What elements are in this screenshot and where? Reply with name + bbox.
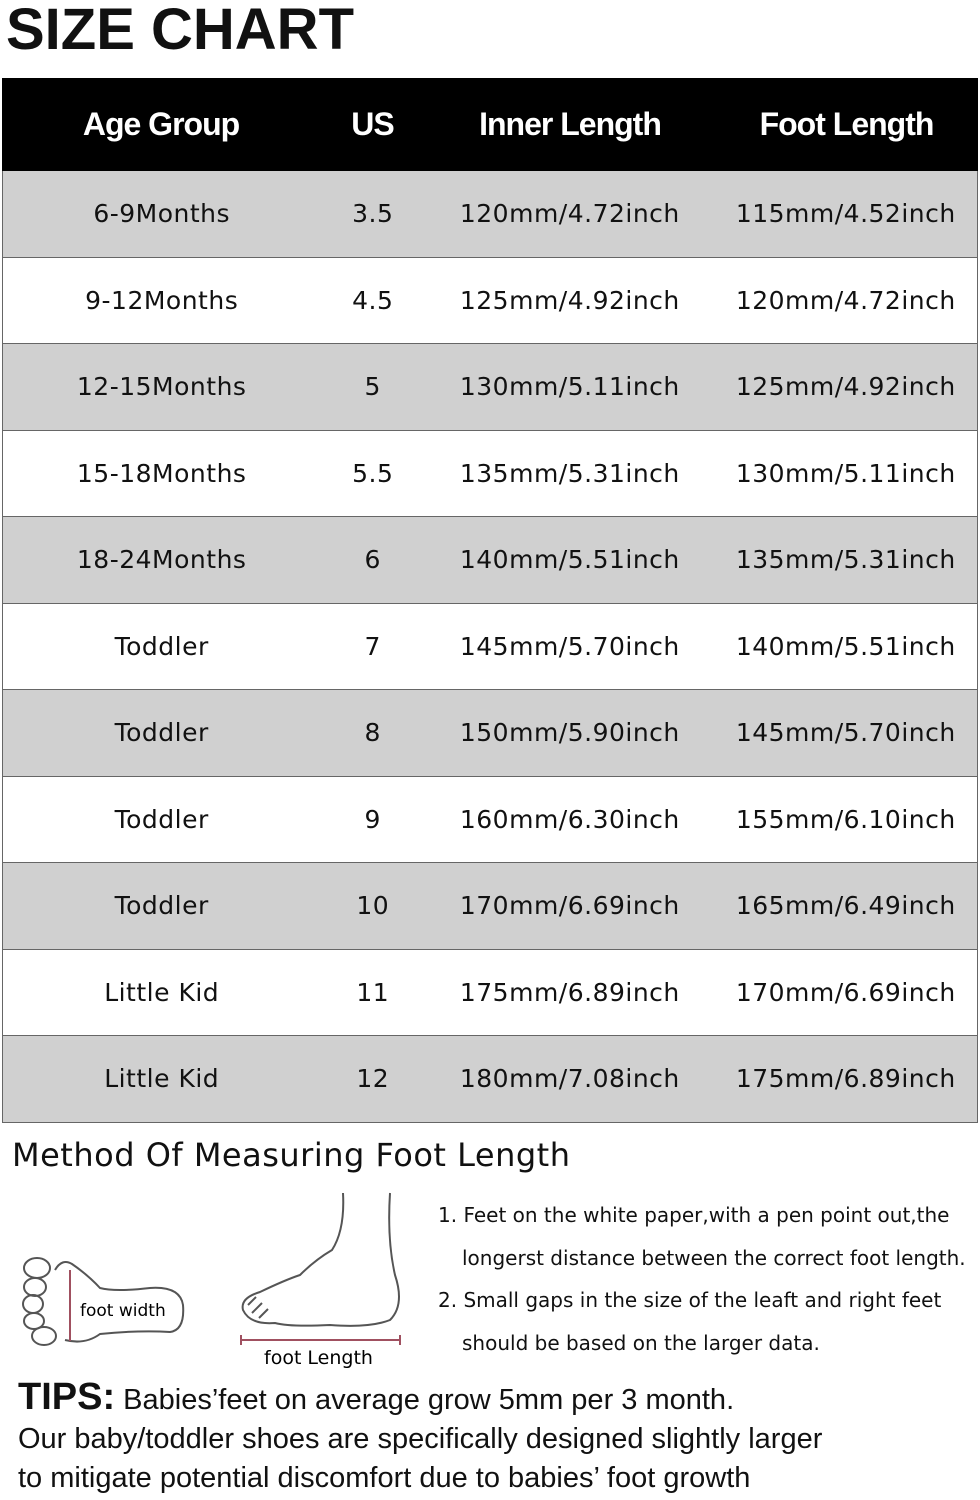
cell-foot-length: 120mm/4.72inch <box>735 285 956 315</box>
method-title: Method Of Measuring Foot Length <box>12 1136 571 1174</box>
cell-us-size: 7 <box>364 631 381 661</box>
foot-length-line <box>240 1335 401 1345</box>
cell-inner-length: 180mm/7.08inch <box>459 1064 680 1094</box>
cell-age-group: 9-12Months <box>85 285 239 315</box>
header-inner-length: Inner Length <box>479 106 662 142</box>
cell-age-group: 12-15Months <box>76 372 247 402</box>
step-2-line-1: 2. Small gaps in the size of the leaft a… <box>438 1288 942 1312</box>
table-row: Little Kid 11 175mm/6.89inch 170mm/6.69inch <box>2 949 978 1036</box>
cell-inner-length: 175mm/6.89inch <box>459 977 680 1007</box>
foot-top-view-icon <box>22 1257 185 1346</box>
cell-foot-length: 165mm/6.49inch <box>735 891 956 921</box>
cell-inner-length: 160mm/6.30inch <box>459 804 680 834</box>
foot-width-label: foot width <box>80 1301 166 1321</box>
step-1-line-2: longerst distance between the correct fo… <box>462 1245 966 1270</box>
foot-side-view-icon <box>241 1192 400 1327</box>
table-row: 12-15Months 5 130mm/5.11inch 125mm/4.92inch <box>2 344 978 431</box>
cell-us-size: 12 <box>356 1064 390 1094</box>
cell-inner-length: 140mm/5.51inch <box>459 545 680 575</box>
cell-us-size: 6 <box>364 545 381 575</box>
step-2-line-2: should be based on the larger data. <box>462 1330 820 1355</box>
cell-age-group: Little Kid <box>104 1064 220 1094</box>
tips-label: TIPS: <box>18 1376 116 1418</box>
cell-us-size: 5 <box>364 372 381 402</box>
cell-us-size: 3.5 <box>352 199 394 229</box>
cell-foot-length: 130mm/5.11inch <box>735 458 956 488</box>
tips-line-1: Babies’feet on average grow 5mm per 3 mo… <box>115 1384 735 1416</box>
cell-inner-length: 135mm/5.31inch <box>459 458 680 488</box>
cell-age-group: Toddler <box>114 804 209 834</box>
cell-inner-length: 170mm/6.69inch <box>459 891 680 921</box>
tips: TIPS: Babies’feet on average grow 5mm pe… <box>18 1378 822 1498</box>
cell-inner-length: 120mm/4.72inch <box>459 199 680 229</box>
cell-age-group: 18-24Months <box>76 545 247 575</box>
foot-diagrams: foot width foot Length <box>22 1192 401 1369</box>
cell-age-group: 6-9Months <box>93 199 231 229</box>
cell-foot-length: 135mm/5.31inch <box>735 545 956 575</box>
cell-us-size: 9 <box>364 804 381 834</box>
header-age-group: Age Group <box>82 106 240 142</box>
cell-age-group: Toddler <box>114 631 209 661</box>
table-row: 18-24Months 6 140mm/5.51inch 135mm/5.31inch <box>2 517 978 604</box>
table-row: Toddler 10 170mm/6.69inch 165mm/6.49inch <box>2 863 978 950</box>
tips-line-3: to mitigate potential discomfort due to … <box>18 1462 751 1494</box>
cell-foot-length: 155mm/6.10inch <box>735 804 956 834</box>
cell-foot-length: 170mm/6.69inch <box>735 977 956 1007</box>
cell-us-size: 4.5 <box>352 285 394 315</box>
cell-foot-length: 115mm/4.52inch <box>735 199 956 229</box>
table-row: Little Kid 12 180mm/7.08inch 175mm/6.89inch <box>2 1036 978 1123</box>
cell-age-group: Little Kid <box>104 977 220 1007</box>
cell-age-group: 15-18Months <box>76 458 247 488</box>
table-row: Toddler 7 145mm/5.70inch 140mm/5.51inch <box>2 603 978 690</box>
size-table: Age Group US Inner Length Foot Length 6-… <box>2 78 978 1123</box>
step-1-line-1: 1. Feet on the white paper,with a pen po… <box>438 1203 950 1227</box>
cell-us-size: 11 <box>356 977 390 1007</box>
measuring-steps: 1. Feet on the white paper,with a pen po… <box>438 1194 966 1364</box>
cell-foot-length: 145mm/5.70inch <box>735 718 956 748</box>
cell-us-size: 8 <box>364 718 381 748</box>
table-row: 6-9Months 3.5 120mm/4.72inch 115mm/4.52inch <box>2 171 978 258</box>
header-foot-length: Foot Length <box>759 106 935 142</box>
cell-age-group: Toddler <box>114 891 209 921</box>
tips-line-2: Our baby/toddler shoes are specifically … <box>18 1423 823 1455</box>
cell-inner-length: 125mm/4.92inch <box>459 285 680 315</box>
cell-foot-length: 125mm/4.92inch <box>735 372 956 402</box>
cell-inner-length: 130mm/5.11inch <box>459 372 680 402</box>
cell-us-size: 10 <box>356 891 390 921</box>
table-row: Toddler 8 150mm/5.90inch 145mm/5.70inch <box>2 690 978 777</box>
table-header: Age Group US Inner Length Foot Length <box>2 78 978 171</box>
page-title: SIZE CHART <box>6 0 354 62</box>
cell-foot-length: 175mm/6.89inch <box>735 1064 956 1094</box>
foot-length-label: foot Length <box>264 1347 373 1369</box>
cell-inner-length: 145mm/5.70inch <box>459 631 680 661</box>
cell-us-size: 5.5 <box>352 458 394 488</box>
header-us: US <box>351 106 394 142</box>
cell-inner-length: 150mm/5.90inch <box>459 718 680 748</box>
table-row: 9-12Months 4.5 125mm/4.92inch 120mm/4.72inc… <box>2 257 978 344</box>
cell-age-group: Toddler <box>114 718 209 748</box>
cell-foot-length: 140mm/5.51inch <box>735 631 956 661</box>
table-row: Toddler 9 160mm/6.30inch 155mm/6.10inch <box>2 776 978 863</box>
table-row: 15-18Months 5.5 135mm/5.31inch 130mm/5.11in… <box>2 430 978 517</box>
